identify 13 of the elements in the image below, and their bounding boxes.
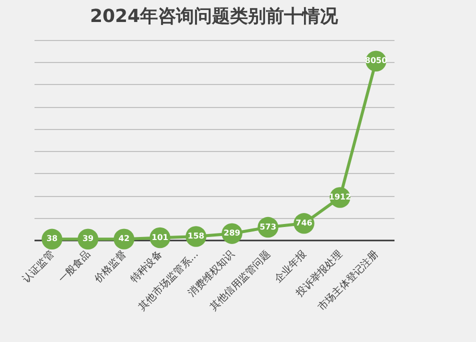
- data-label: 1912: [328, 192, 352, 202]
- x-tick-label: 价格监督: [91, 248, 129, 286]
- data-label: 38: [46, 234, 58, 244]
- data-label: 158: [188, 231, 205, 240]
- x-tick-label: 认证监管: [20, 248, 57, 286]
- data-label: 746: [296, 218, 313, 228]
- data-label: 101: [152, 232, 169, 242]
- x-tick-label: 一般食品: [56, 248, 93, 286]
- data-label: 573: [260, 222, 276, 232]
- data-label: 39: [82, 234, 94, 244]
- data-label: 289: [224, 228, 241, 238]
- data-label: 42: [118, 234, 130, 244]
- chart-title: 2024年咨询问题类别前十情况: [90, 6, 340, 27]
